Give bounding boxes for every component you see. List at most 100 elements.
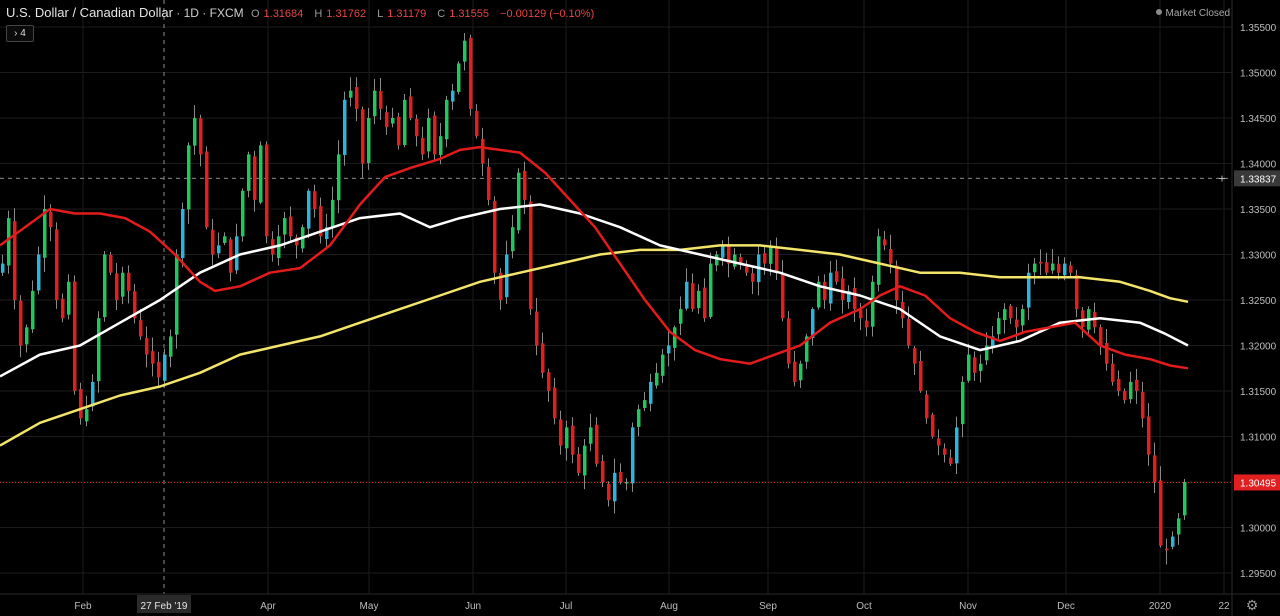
candle-down [1075, 275, 1079, 310]
price-tick-label: 1.30000 [1240, 524, 1277, 535]
candle-up [1033, 263, 1037, 273]
candle-up [697, 290, 701, 309]
candle-down [607, 483, 611, 501]
crosshair-price-label: 1.33837 [1240, 174, 1277, 185]
candle-down [823, 281, 827, 300]
candle-up [1171, 536, 1175, 547]
candle-down [1141, 392, 1145, 419]
candle-up [163, 354, 167, 381]
candle-down [751, 273, 755, 282]
candle-down [295, 237, 299, 246]
candle-down [361, 109, 365, 164]
candle-up [175, 254, 179, 335]
crosshair-price-tag [1234, 170, 1280, 187]
candle-up [517, 172, 521, 231]
high-value: H 1.31762 [314, 8, 367, 20]
candle-down [937, 438, 941, 446]
candle-up [805, 336, 809, 362]
candle-down [1117, 378, 1121, 391]
time-tick-label: 22 [1218, 601, 1230, 612]
price-tick-label: 1.33000 [1240, 251, 1277, 262]
candlestick-series [1, 33, 1187, 565]
change-value: −0.00129 (−0.10%) [500, 8, 595, 20]
candle-down [787, 318, 791, 364]
candle-down [49, 211, 53, 228]
candle-up [631, 427, 635, 484]
candle-up [31, 290, 35, 330]
candle-up [1063, 263, 1067, 276]
candle-down [835, 271, 839, 282]
candle-up [967, 354, 971, 381]
candle-up [67, 281, 71, 315]
gear-icon[interactable]: ⚙ [1245, 597, 1259, 613]
candle-down [907, 318, 911, 346]
candle-up [637, 409, 641, 427]
candle-down [385, 112, 389, 128]
candle-down [157, 361, 161, 378]
candle-down [547, 372, 551, 391]
candle-up [349, 90, 353, 98]
candle-up [241, 190, 245, 237]
candle-up [373, 90, 377, 117]
candle-down [559, 419, 563, 446]
candle-up [7, 218, 11, 266]
candle-up [1021, 309, 1025, 326]
time-tick-label: Oct [856, 601, 872, 612]
candle-down [13, 221, 17, 300]
candle-down [1135, 379, 1139, 391]
candle-down [745, 266, 749, 273]
candle-down [499, 272, 503, 300]
collapse-indicators-button[interactable]: › 4 [6, 25, 34, 42]
candle-down [145, 338, 149, 355]
candle-down [853, 287, 857, 310]
candle-up [811, 309, 815, 338]
candle-up [121, 272, 125, 297]
candle-up [979, 363, 983, 371]
candle-up [439, 136, 443, 156]
candle-down [925, 394, 929, 419]
candle-down [1069, 265, 1073, 273]
candle-down [865, 320, 869, 328]
candle-down [1153, 455, 1157, 482]
moving-average-red [0, 145, 1189, 370]
price-tick-label: 1.34500 [1240, 114, 1277, 125]
candle-down [577, 453, 581, 473]
candle-up [193, 118, 197, 146]
candle-up [685, 281, 689, 309]
price-tick-label: 1.34000 [1240, 160, 1277, 171]
candle-down [1105, 343, 1109, 364]
candle-down [763, 253, 767, 264]
symbol-title[interactable]: U.S. Dollar / Canadian Dollar [6, 5, 173, 20]
time-tick-label: Sep [759, 601, 777, 612]
candle-down [265, 144, 269, 237]
time-tick-label: Feb [74, 601, 92, 612]
candle-down [703, 287, 707, 319]
candle-down [1045, 262, 1049, 273]
time-tick-label: 27 Feb '19 [141, 601, 188, 612]
candle-up [259, 145, 263, 203]
candle-up [1027, 272, 1031, 308]
time-tick-label: Jul [560, 601, 573, 612]
candle-up [649, 381, 653, 404]
price-tick-label: 1.31000 [1240, 433, 1277, 444]
candle-up [1129, 381, 1133, 400]
time-tick-label: Nov [959, 601, 977, 612]
candle-up [1051, 263, 1055, 271]
candle-down [889, 249, 893, 264]
candle-down [619, 472, 623, 482]
price-tick-label: 1.35000 [1240, 69, 1277, 80]
candle-down [541, 343, 545, 373]
candle-up [733, 254, 737, 267]
candle-up [403, 99, 407, 146]
candle-down [841, 278, 845, 300]
candle-up [223, 236, 227, 243]
candle-up [661, 354, 665, 376]
candle-down [1165, 548, 1169, 551]
candle-up [955, 427, 959, 464]
crosshair-plus-icon: + [1218, 171, 1225, 185]
candle-down [79, 389, 83, 419]
candle-down [433, 115, 437, 155]
time-tick-label: May [360, 601, 379, 612]
candle-up [589, 427, 593, 444]
